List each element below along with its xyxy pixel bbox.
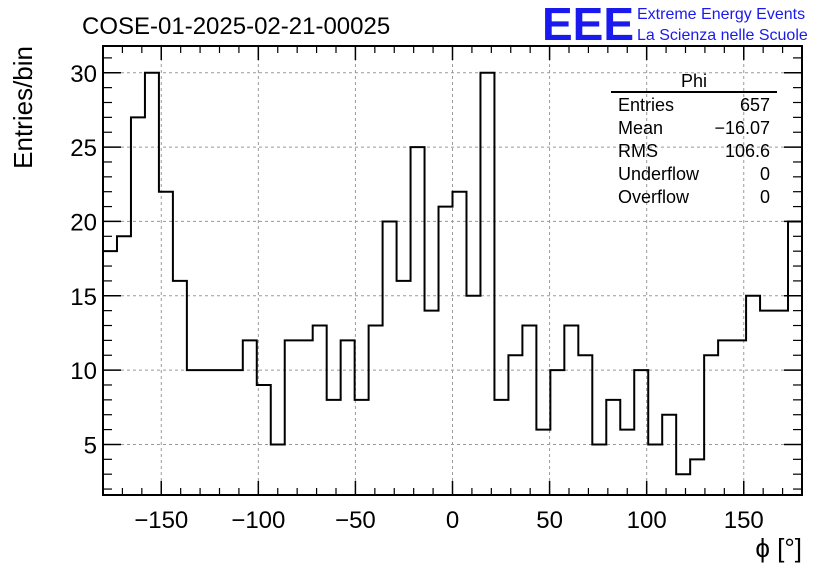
grid-lines	[103, 46, 802, 495]
y-tick-label: 10	[70, 358, 97, 385]
stats-value: 0	[760, 164, 770, 184]
eee-logo-mark: EEE	[542, 0, 634, 50]
stats-value: 657	[740, 95, 770, 115]
x-tick-label: −100	[231, 507, 285, 534]
stats-value: 0	[760, 187, 770, 207]
stats-label: Underflow	[618, 164, 700, 184]
stats-value: −16.07	[714, 118, 770, 138]
y-tick-label: 25	[70, 135, 97, 162]
y-tick-label: 30	[70, 61, 97, 88]
logo-line-1: Extreme Energy Events	[637, 6, 805, 23]
stats-label: Overflow	[618, 187, 690, 207]
x-tick-label: −150	[134, 507, 188, 534]
stats-box: Phi Entries 657 Mean −16.07 RMS 106.6 Underflo…	[611, 71, 777, 207]
x-tick-label: −50	[335, 507, 376, 534]
x-tick-label: 0	[446, 507, 459, 534]
logo-line-2: La Scienza nelle Scuole	[637, 27, 808, 44]
stats-label: RMS	[618, 141, 658, 161]
stats-label: Mean	[618, 118, 663, 138]
y-axis-label: Entries/bin	[8, 46, 38, 169]
stats-value: 106.6	[725, 141, 770, 161]
eee-logo: EEE Extreme Energy Events La Scienza nel…	[542, 0, 808, 50]
axis-ticks	[102, 46, 803, 495]
y-tick-label: 20	[70, 209, 97, 236]
stats-label: Entries	[618, 95, 674, 115]
x-tick-label: 50	[536, 507, 563, 534]
histogram-series	[103, 71, 802, 476]
x-axis-label: ϕ [°]	[755, 533, 802, 563]
chart-title: COSE-01-2025-02-21-00025	[82, 13, 390, 40]
x-tick-labels: −150 −100 −50 0 50 100 150	[134, 507, 764, 534]
y-tick-labels: 5 10 15 20 25 30	[70, 61, 97, 460]
x-tick-label: 100	[627, 507, 667, 534]
stats-title: Phi	[681, 71, 707, 91]
y-tick-label: 15	[70, 284, 97, 311]
y-tick-label: 5	[84, 432, 97, 459]
x-tick-label: 150	[724, 507, 764, 534]
